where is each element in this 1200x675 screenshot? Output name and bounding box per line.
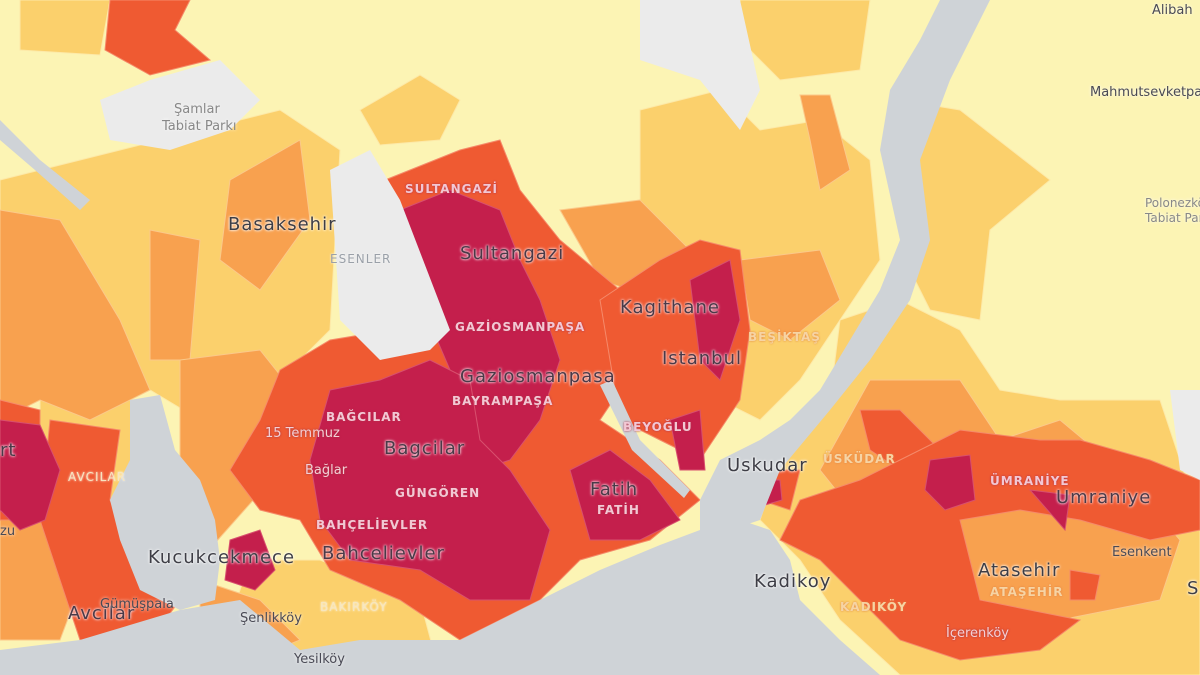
label-fatih: Fatih [590, 479, 639, 500]
label-tabiat-parki: Tabiat Parkı [162, 119, 237, 134]
region [569, 449, 681, 541]
region [779, 429, 1200, 661]
label-polonezkoy: Polonezköy [1145, 196, 1200, 210]
admin-bayrampasa: BAYRAMPAŞA [452, 394, 554, 408]
admin-bakirkoy: BAKIRKÖY [320, 600, 388, 614]
region [0, 419, 61, 531]
label-samlar: Şamlar [174, 102, 220, 117]
admin-umraniye: ÜMRANİYE [990, 474, 1070, 488]
label-esenkent: Esenkent [1112, 545, 1172, 560]
label-basaksehir: Basaksehir [228, 214, 337, 235]
river [0, 120, 90, 210]
label-atasehir: Atasehir [978, 560, 1061, 581]
label-zu: zu [0, 524, 16, 539]
label-kucukcekmece: Kucukcekmece [148, 547, 296, 568]
label-yesilkoy: Yesilköy [294, 652, 345, 667]
admin-gaziosmanpasa: GAZİOSMANPAŞA [455, 320, 586, 334]
admin-gungoren: GÜNGÖREN [395, 486, 481, 500]
region [359, 74, 461, 146]
admin-bagcilar: BAĞCILAR [326, 410, 402, 424]
region [669, 409, 706, 471]
label-icerenkoy: İçerenköy [946, 626, 1009, 641]
label-kadikoy: Kadikoy [754, 571, 832, 592]
admin-avcilar: AVCILAR [68, 470, 127, 484]
region [219, 139, 311, 291]
label-s: S [1187, 578, 1200, 599]
label-istanbul: Istanbul [662, 348, 743, 369]
admin-bahcelievler: BAHÇELİEVLER [316, 518, 429, 532]
region [1028, 489, 1071, 532]
admin-fatih: FATİH [597, 503, 640, 517]
kucukcekmece-lake [110, 395, 220, 610]
region [739, 249, 841, 341]
admin-kadikoy: KADIKÖY [840, 600, 908, 614]
samlar-park [100, 60, 260, 150]
label-kagithane: Kagithane [620, 297, 720, 318]
label-sultangazi: Sultangazi [460, 243, 565, 264]
region [224, 529, 276, 591]
marmara-sea [0, 520, 880, 675]
label-bahcelievler: Bahcelievler [322, 543, 445, 564]
label-senlikkoy: Şenlikköy [240, 611, 302, 626]
label-bagcilar: Bagcilar [384, 438, 466, 459]
label-uskudar: Uskudar [727, 455, 808, 476]
east-area [1170, 390, 1200, 480]
admin-sultangazi: SULTANGAZİ [405, 182, 498, 196]
admin-beyoglu: BEYOĞLU [623, 420, 693, 434]
admin-esenler: ESENLER [330, 252, 392, 266]
label-rt: rt [0, 440, 17, 461]
region [309, 359, 551, 601]
esenler-area [330, 150, 450, 360]
region [924, 454, 976, 511]
region [689, 259, 741, 381]
label-umraniye: Umraniye [1056, 487, 1152, 508]
bosphorus [700, 0, 990, 540]
label-gumuspala: Gümüşpala [100, 597, 174, 612]
label-mahmutsevketpasa: Mahmutsevketpasa [1090, 85, 1200, 100]
admin-atasehir: ATAŞEHİR [990, 585, 1064, 599]
north-area [640, 0, 760, 130]
region [1069, 569, 1101, 601]
region [739, 0, 871, 81]
level-5-regions [0, 189, 1071, 601]
region [799, 94, 851, 191]
no-data-areas [100, 0, 1200, 480]
label-avcilar: Avcilar [68, 603, 136, 624]
region [104, 0, 212, 76]
region [19, 0, 111, 56]
label-baglar: Bağlar [305, 463, 348, 478]
golden-horn [600, 380, 690, 498]
admin-besiktas: BEŞİKTAŞ [748, 330, 821, 344]
admin-uskudar: ÜSKÜDAR [823, 452, 896, 466]
label-15-temmuz: 15 Temmuz [265, 426, 340, 441]
label-tabiat-park: Tabiat Park [1145, 211, 1200, 225]
label-alibah: Alibah [1152, 3, 1193, 18]
label-gaziosmanpasa: Gaziosmanpasa [460, 366, 616, 387]
water-bodies [0, 0, 990, 675]
